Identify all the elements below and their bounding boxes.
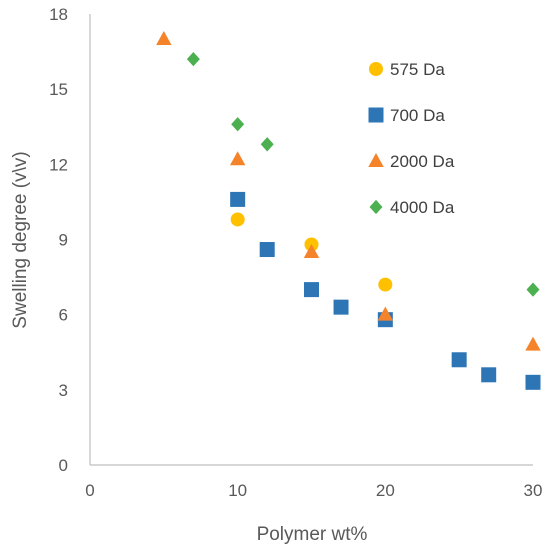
legend-item: 700 Da [368, 106, 445, 125]
data-point-circle [230, 212, 245, 227]
data-point-diamond [231, 117, 245, 132]
y-tick-label: 12 [49, 155, 68, 174]
x-tick-label: 30 [524, 481, 543, 500]
x-axis-title: Polymer wt% [257, 524, 368, 545]
data-point-triangle [229, 151, 246, 166]
y-tick-label: 3 [59, 381, 68, 400]
x-tick-label: 20 [376, 481, 395, 500]
legend-label: 575 Da [390, 60, 445, 79]
data-points [156, 31, 541, 390]
legend-marker-diamond [369, 199, 383, 215]
legend-item: 2000 Da [368, 152, 455, 171]
y-tick-labels: 0 3 6 9 12 15 18 [49, 5, 68, 475]
legend-item: 4000 Da [369, 198, 455, 217]
series-triangle [156, 31, 541, 351]
data-point-square [304, 282, 319, 298]
data-point-diamond [260, 137, 274, 152]
data-point-square [525, 374, 541, 390]
legend: 575 Da 700 Da 2000 Da 4000 Da [368, 60, 455, 217]
data-point-square [333, 299, 349, 315]
data-point-square [259, 242, 275, 258]
data-point-triangle [156, 31, 172, 46]
data-point-square [481, 367, 497, 383]
x-tick-labels: 0 10 20 30 [85, 481, 542, 500]
data-point-triangle [303, 243, 320, 258]
series-circle [230, 212, 393, 292]
legend-label: 700 Da [390, 106, 445, 125]
legend-marker-square [368, 107, 384, 123]
data-point-triangle [377, 306, 394, 321]
y-axis-title: Swelling degree (v\v) [10, 151, 31, 328]
data-point-diamond [186, 51, 200, 67]
x-tick-label: 10 [228, 481, 247, 500]
data-point-diamond [526, 282, 540, 297]
y-tick-label: 18 [49, 5, 68, 24]
legend-item: 575 Da [369, 60, 445, 79]
y-tick-label: 9 [59, 231, 68, 250]
legend-marker-circle [369, 62, 383, 76]
data-point-square [451, 352, 467, 368]
y-tick-label: 6 [59, 306, 68, 325]
data-point-triangle [525, 336, 541, 351]
data-point-square [230, 191, 246, 207]
y-tick-label: 15 [49, 80, 68, 99]
data-point-circle [378, 277, 393, 292]
series-diamond [186, 51, 540, 297]
legend-label: 2000 Da [390, 152, 455, 171]
x-tick-label: 0 [85, 481, 94, 500]
legend-label: 4000 Da [390, 198, 455, 217]
y-tick-label: 0 [59, 456, 68, 475]
legend-marker-triangle [368, 152, 384, 167]
